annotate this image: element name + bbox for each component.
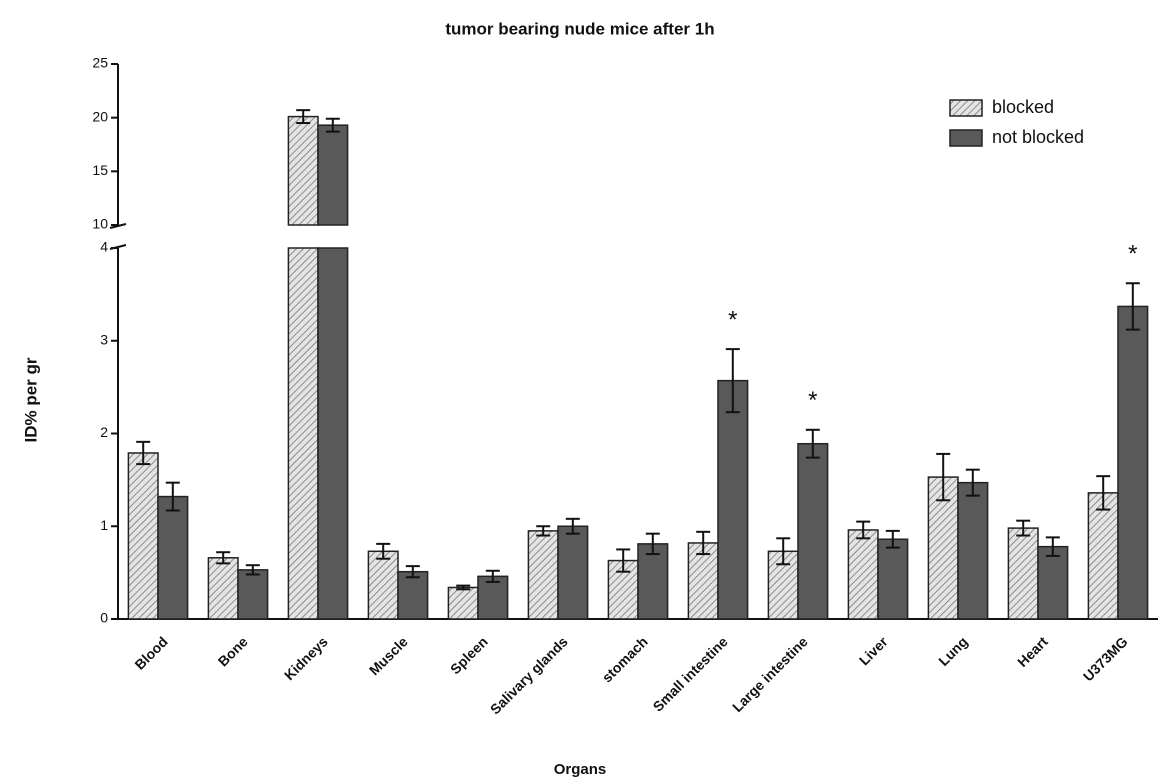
bar xyxy=(637,543,669,620)
bar xyxy=(717,379,749,620)
bar xyxy=(1037,545,1069,620)
bar xyxy=(527,530,559,620)
bar xyxy=(447,586,479,620)
bar xyxy=(877,538,909,620)
x-tick-label: Liver xyxy=(856,633,891,668)
bar xyxy=(1087,492,1119,620)
y-axis-label: ID% per gr xyxy=(21,357,40,442)
legend-swatch xyxy=(949,99,983,117)
x-tick-label: Spleen xyxy=(447,633,491,677)
legend-label: not blocked xyxy=(992,127,1084,147)
bar xyxy=(317,124,349,226)
y-tick-label: 20 xyxy=(92,108,108,124)
y-tick-label: 15 xyxy=(92,162,108,178)
y-tick-label: 4 xyxy=(100,239,108,255)
bar xyxy=(957,481,989,620)
bar xyxy=(207,557,239,620)
y-tick-label: 3 xyxy=(100,331,108,347)
significance-marker: * xyxy=(1128,241,1137,268)
bar xyxy=(797,442,829,620)
x-tick-label: Lung xyxy=(935,633,971,669)
y-tick-label: 10 xyxy=(92,216,108,232)
bar xyxy=(847,529,879,620)
bar xyxy=(127,452,159,620)
x-tick-label: Heart xyxy=(1014,633,1051,670)
bar xyxy=(157,495,189,620)
legend-swatch xyxy=(949,129,983,147)
chart-title: tumor bearing nude mice after 1h xyxy=(445,19,714,38)
x-tick-label: Small intestine xyxy=(650,633,731,714)
significance-marker: * xyxy=(808,387,817,414)
bar xyxy=(317,247,349,620)
bar xyxy=(367,550,399,620)
bar xyxy=(557,525,589,620)
bar xyxy=(237,569,269,620)
x-tick-label: Muscle xyxy=(366,633,411,678)
x-tick-label: Large intestine xyxy=(729,633,811,715)
y-tick-label: 2 xyxy=(100,424,108,440)
x-tick-label: stomach xyxy=(599,633,651,685)
y-tick-label: 1 xyxy=(100,517,108,533)
legend-label: blocked xyxy=(992,97,1054,117)
y-tick-label: 25 xyxy=(92,55,108,71)
x-axis-label: Organs xyxy=(554,761,607,778)
x-tick-label: Kidneys xyxy=(281,633,331,683)
x-tick-label: Bone xyxy=(215,633,251,669)
bar xyxy=(1007,527,1039,620)
x-tick-label: Blood xyxy=(131,633,170,672)
x-tick-label: Salivary glands xyxy=(487,633,571,717)
bar xyxy=(287,247,319,620)
bar xyxy=(1117,305,1149,620)
x-tick-label: U373MG xyxy=(1080,633,1131,684)
y-tick-label: 0 xyxy=(100,610,108,626)
significance-marker: * xyxy=(728,306,737,333)
bar xyxy=(397,570,429,620)
bar xyxy=(287,115,319,226)
